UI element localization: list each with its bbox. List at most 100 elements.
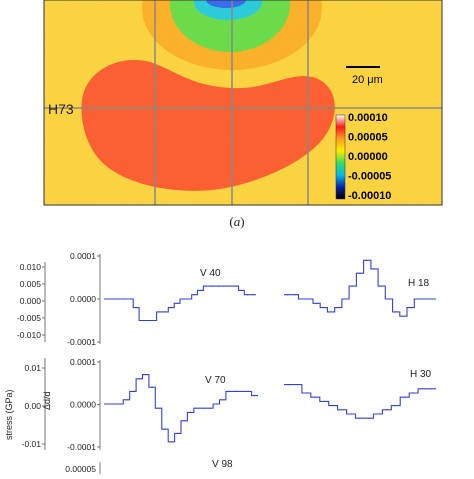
series-h18-point <box>373 268 376 270</box>
profile-label-h30: H 30 <box>410 369 432 380</box>
series-v40-point <box>158 311 161 313</box>
strain-tick-label: 0.0001 <box>70 357 96 367</box>
series-h18-point <box>366 259 368 261</box>
profile-series <box>104 259 436 443</box>
series-h18-point <box>402 315 404 317</box>
series-v70-point <box>254 395 256 397</box>
series-v40-point <box>123 298 126 300</box>
series-h30-point <box>305 392 307 394</box>
series-v70-point <box>228 390 230 392</box>
series-h18-point <box>388 298 390 300</box>
series-v70-point <box>177 432 179 434</box>
series-h30-point <box>314 396 316 398</box>
series-v40-point <box>211 285 213 287</box>
profile-label-v70: V 70 <box>205 375 226 386</box>
strain-tick-label: 0.0000 <box>70 294 96 304</box>
strain-axis-label: Δd/d <box>42 391 52 410</box>
profile-label-h18: H 18 <box>408 278 430 289</box>
series-v70-point <box>151 386 153 388</box>
stress-tick-label: 0.005 <box>20 279 42 289</box>
series-v40-point <box>217 285 219 287</box>
series-h18-point <box>359 272 361 274</box>
series-h30-point <box>430 388 433 390</box>
series-v40-point <box>240 289 242 291</box>
stress-tick-label: 0.000 <box>20 296 42 306</box>
series-v70-point <box>113 403 115 405</box>
series-h30-point <box>377 413 379 415</box>
strain-tick-bottom: 0.00005 <box>65 464 96 474</box>
series-h30-point <box>341 409 343 411</box>
series-v40-point <box>164 311 166 313</box>
profile-panel: stress (GPa) Δd/d 0.010 0.005 0.000 -0.005 -… <box>4 251 436 474</box>
series-v70-point <box>222 399 224 401</box>
series-v70-point <box>241 390 243 392</box>
series-h18-point <box>352 285 354 287</box>
colorbar-tick-label: 0.00000 <box>348 151 388 163</box>
series-v40-point <box>112 298 114 300</box>
series-v40-point <box>118 298 120 300</box>
stress-tick-label: -0.010 <box>17 330 41 340</box>
series-h30-point <box>395 405 397 407</box>
series-v40-point <box>106 298 108 300</box>
strain-map <box>44 0 442 205</box>
series-v70-point <box>202 407 205 409</box>
series-h18-point <box>431 298 433 300</box>
series-v70-point <box>119 403 121 405</box>
series-h18-point <box>381 285 383 287</box>
series-v40 <box>104 285 256 322</box>
strain-axis-bottom: 0.00005 <box>65 462 101 474</box>
series-h18-point <box>395 311 397 313</box>
colorbar-ramp <box>335 114 346 200</box>
series-h30-point <box>422 388 424 390</box>
series-v40-point <box>199 289 202 291</box>
series-v40-point <box>223 285 225 287</box>
strain-tick-label: 0.0000 <box>70 400 96 410</box>
series-h18-point <box>287 294 289 296</box>
colorbar-tick-label: -0.00005 <box>348 171 391 183</box>
series-v40-point <box>229 285 231 287</box>
series-h18-point <box>323 307 325 309</box>
profile-label-v98: V 98 <box>212 459 233 470</box>
series-h18-point <box>316 302 318 304</box>
strain-axis-top: 0.0001 0.0000 -0.0001 <box>67 251 101 347</box>
stress-tick-label: -0.01 <box>22 439 42 449</box>
series-v70-point <box>190 411 192 413</box>
series-h18-point <box>410 307 412 309</box>
series-h18-point <box>337 307 339 309</box>
series-v40-point <box>194 294 196 296</box>
colorbar-tick-label: -0.00010 <box>348 190 391 202</box>
series-v40-point <box>252 294 254 296</box>
series-v70-point <box>125 399 128 401</box>
series-h30-point <box>359 417 361 419</box>
series-h30-point <box>413 392 415 394</box>
strain-tick-label: -0.0001 <box>67 337 96 347</box>
series-v70-point <box>183 420 185 422</box>
strain-tick-label: 0.0001 <box>70 251 96 261</box>
series-h30 <box>284 384 436 419</box>
stress-tick-label: 0.010 <box>20 262 42 272</box>
series-h18-point <box>330 311 332 313</box>
series-v40-point <box>182 298 184 300</box>
series-v70-point <box>138 378 140 380</box>
map-frame <box>43 0 443 206</box>
series-h30-point <box>368 417 370 419</box>
series-v40-point <box>170 307 172 309</box>
series-v70-point <box>106 403 108 405</box>
series-h30-point <box>386 409 388 411</box>
panel-a-caption: (a) <box>229 214 245 229</box>
series-v70-point <box>157 407 160 409</box>
series-h18-point <box>344 298 347 300</box>
series-v70-point <box>145 374 147 376</box>
series-h18-point <box>294 294 296 296</box>
series-v40-point <box>153 319 155 322</box>
series-h30-point <box>296 384 298 386</box>
stress-tick-label: 0.01 <box>24 363 41 373</box>
scale-bar-label: 20 μm <box>352 74 383 86</box>
series-h30-point <box>323 400 325 402</box>
map-grid <box>44 0 442 205</box>
series-v40-point <box>188 298 190 300</box>
series-h30-point <box>350 413 352 415</box>
series-v70-point <box>234 390 237 392</box>
series-h30-point <box>287 384 290 386</box>
